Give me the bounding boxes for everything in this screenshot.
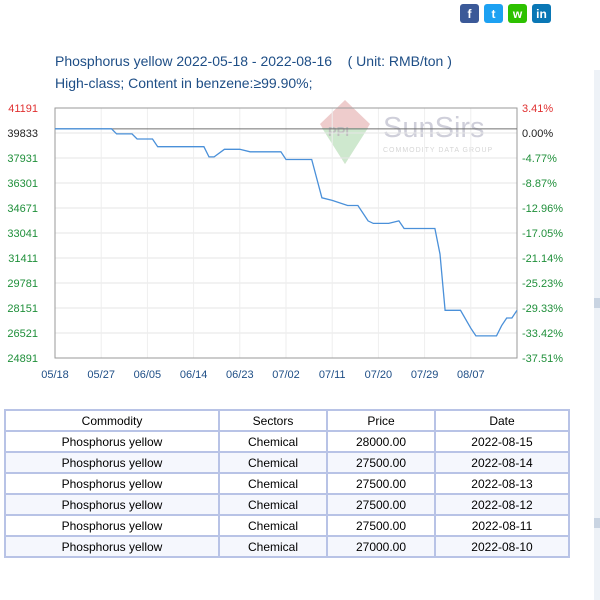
x-tick-label: 06/05 — [134, 369, 162, 381]
cell-date: 2022-08-15 — [434, 430, 570, 453]
chart-subtitle: High-class; Content in benzene:≥99.90%; — [55, 75, 313, 91]
y-left-tick-label: 39833 — [7, 128, 38, 140]
chart-title: Phosphorus yellow 2022-05-18 - 2022-08-1… — [55, 53, 452, 69]
cell-price: 27500.00 — [326, 451, 436, 474]
price-table: Commodity Sectors Price Date Phosphorus … — [4, 409, 570, 558]
cell-date: 2022-08-11 — [434, 514, 570, 537]
sunsirs-watermark: PPI SunSirs COMMODITY DATA GROUP — [320, 100, 493, 164]
cell-commodity: Phosphorus yellow — [4, 430, 220, 453]
x-tick-label: 06/14 — [180, 369, 208, 381]
y-left-tick-label: 36301 — [7, 178, 38, 190]
table-row: Phosphorus yellow Chemical 27500.00 2022… — [4, 493, 570, 516]
y-right-tick-label: -33.42% — [522, 328, 563, 340]
table-header-row: Commodity Sectors Price Date — [4, 409, 570, 432]
y-right-tick-label: -12.96% — [522, 203, 563, 215]
header-commodity: Commodity — [4, 409, 220, 432]
x-tick-label: 07/02 — [272, 369, 300, 381]
x-tick-label: 08/07 — [457, 369, 485, 381]
cell-price: 27500.00 — [326, 493, 436, 516]
y-right-tick-label: -21.14% — [522, 253, 563, 265]
cell-commodity: Phosphorus yellow — [4, 493, 220, 516]
plot-frame — [54, 107, 518, 359]
y-left-tick-label: 29781 — [7, 278, 38, 290]
social-share-bar: f t w in — [460, 4, 551, 23]
table-row: Phosphorus yellow Chemical 27000.00 2022… — [4, 535, 570, 558]
cell-commodity: Phosphorus yellow — [4, 451, 220, 474]
y-right-tick-label: -17.05% — [522, 228, 563, 240]
y-left-tick-label: 33041 — [7, 228, 38, 240]
cell-date: 2022-08-12 — [434, 493, 570, 516]
y-left-tick-label: 34671 — [7, 203, 38, 215]
facebook-icon[interactable]: f — [460, 4, 479, 23]
y-right-tick-label: -25.23% — [522, 278, 563, 290]
cell-date: 2022-08-13 — [434, 472, 570, 495]
table-row: Phosphorus yellow Chemical 27500.00 2022… — [4, 514, 570, 537]
linkedin-icon[interactable]: in — [532, 4, 551, 23]
wechat-icon[interactable]: w — [508, 4, 527, 23]
y-right-tick-label: -4.77% — [522, 153, 557, 165]
cell-price: 27500.00 — [326, 514, 436, 537]
y-right-tick-label: -29.33% — [522, 303, 563, 315]
header-date: Date — [434, 409, 570, 432]
cell-commodity: Phosphorus yellow — [4, 514, 220, 537]
y-left-axis: 41191 39833 37931 36301 34671 33041 31411 29781… — [7, 103, 38, 365]
watermark-tagline: COMMODITY DATA GROUP — [383, 147, 493, 154]
y-left-tick-label: 37931 — [7, 153, 38, 165]
watermark-diamond-bottom — [322, 128, 368, 164]
chart-grid — [54, 107, 517, 359]
x-tick-label: 05/27 — [87, 369, 115, 381]
cell-sector: Chemical — [218, 430, 328, 453]
y-left-tick-label: 28151 — [7, 303, 38, 315]
x-tick-label: 06/23 — [226, 369, 254, 381]
cell-price: 28000.00 — [326, 430, 436, 453]
watermark-brand: SunSirs — [383, 112, 485, 144]
y-right-tick-label: 3.41% — [522, 103, 553, 115]
y-right-tick-label: -8.87% — [522, 178, 557, 190]
cell-sector: Chemical — [218, 514, 328, 537]
y-left-tick-label: 24891 — [7, 353, 38, 365]
watermark-badge: PPI — [328, 124, 349, 139]
x-tick-label: 05/18 — [41, 369, 69, 381]
header-price: Price — [326, 409, 436, 432]
cell-sector: Chemical — [218, 472, 328, 495]
y-right-tick-label: 0.00% — [522, 128, 553, 140]
table-row: Phosphorus yellow Chemical 28000.00 2022… — [4, 430, 570, 453]
y-left-tick-label: 31411 — [8, 253, 38, 265]
header-sectors: Sectors — [218, 409, 328, 432]
y-right-axis: 3.41% 0.00% -4.77% -8.87% -12.96% -17.05% -21.… — [522, 103, 563, 365]
cell-price: 27500.00 — [326, 472, 436, 495]
cell-commodity: Phosphorus yellow — [4, 472, 220, 495]
cell-sector: Chemical — [218, 535, 328, 558]
twitter-icon[interactable]: t — [484, 4, 503, 23]
table-row: Phosphorus yellow Chemical 27500.00 2022… — [4, 472, 570, 495]
cell-sector: Chemical — [218, 451, 328, 474]
x-tick-label: 07/29 — [411, 369, 439, 381]
price-series-line — [55, 128, 518, 337]
y-left-tick-label: 26521 — [7, 328, 38, 340]
price-line-chart: Phosphorus yellow 2022-05-18 - 2022-08-1… — [7, 53, 563, 381]
x-tick-label: 07/20 — [365, 369, 393, 381]
x-axis: 05/18 05/27 06/05 06/14 06/23 07/02 07/11 07/20… — [41, 369, 484, 381]
y-right-tick-label: -37.51% — [522, 353, 563, 365]
cell-commodity: Phosphorus yellow — [4, 535, 220, 558]
table-row: Phosphorus yellow Chemical 27500.00 2022… — [4, 451, 570, 474]
page-scroll-edge — [594, 70, 600, 600]
cell-date: 2022-08-10 — [434, 535, 570, 558]
y-left-tick-label: 41191 — [8, 103, 38, 115]
x-tick-label: 07/11 — [319, 369, 346, 381]
cell-sector: Chemical — [218, 493, 328, 516]
cell-date: 2022-08-14 — [434, 451, 570, 474]
cell-price: 27000.00 — [326, 535, 436, 558]
